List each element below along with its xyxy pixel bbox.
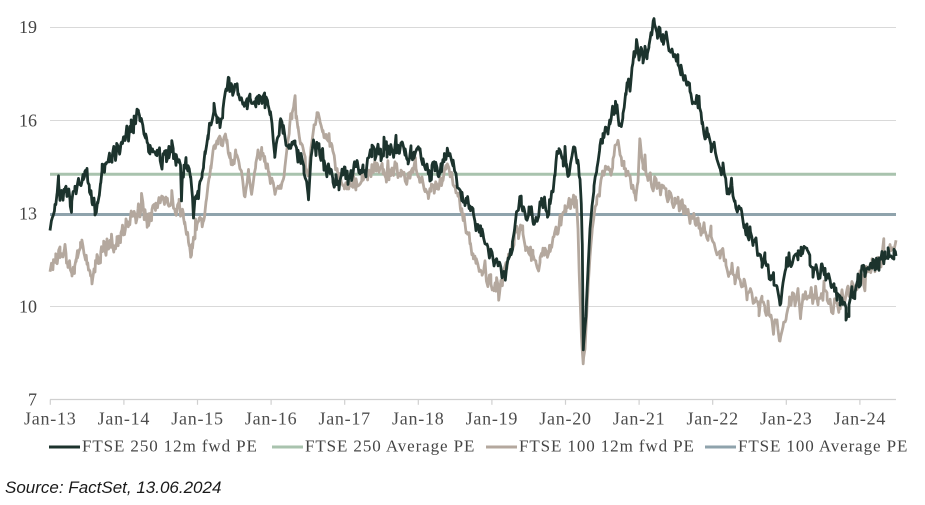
svg-text:Jan-18: Jan-18: [392, 409, 445, 429]
svg-text:Jan-17: Jan-17: [318, 409, 371, 429]
svg-text:Jan-16: Jan-16: [245, 409, 298, 429]
svg-text:FTSE 250 Average PE: FTSE 250 Average PE: [305, 437, 475, 456]
svg-text:13: 13: [19, 203, 37, 223]
svg-text:Jan-15: Jan-15: [171, 409, 224, 429]
svg-text:FTSE 100 12m fwd PE: FTSE 100 12m fwd PE: [519, 437, 695, 456]
svg-text:19: 19: [19, 17, 37, 37]
svg-text:Jan-20: Jan-20: [539, 409, 592, 429]
svg-text:Jan-14: Jan-14: [98, 409, 151, 429]
svg-text:Jan-22: Jan-22: [686, 409, 739, 429]
svg-text:FTSE 100 Average PE: FTSE 100 Average PE: [738, 437, 908, 456]
svg-text:Jan-19: Jan-19: [466, 409, 519, 429]
svg-text:Jan-13: Jan-13: [24, 409, 77, 429]
svg-text:16: 16: [19, 110, 37, 130]
svg-text:10: 10: [19, 296, 37, 316]
svg-text:FTSE 250 12m fwd PE: FTSE 250 12m fwd PE: [82, 437, 258, 456]
svg-text:Jan-23: Jan-23: [760, 409, 813, 429]
svg-text:7: 7: [28, 390, 37, 410]
svg-text:Jan-21: Jan-21: [613, 409, 666, 429]
svg-text:Jan-24: Jan-24: [834, 409, 887, 429]
